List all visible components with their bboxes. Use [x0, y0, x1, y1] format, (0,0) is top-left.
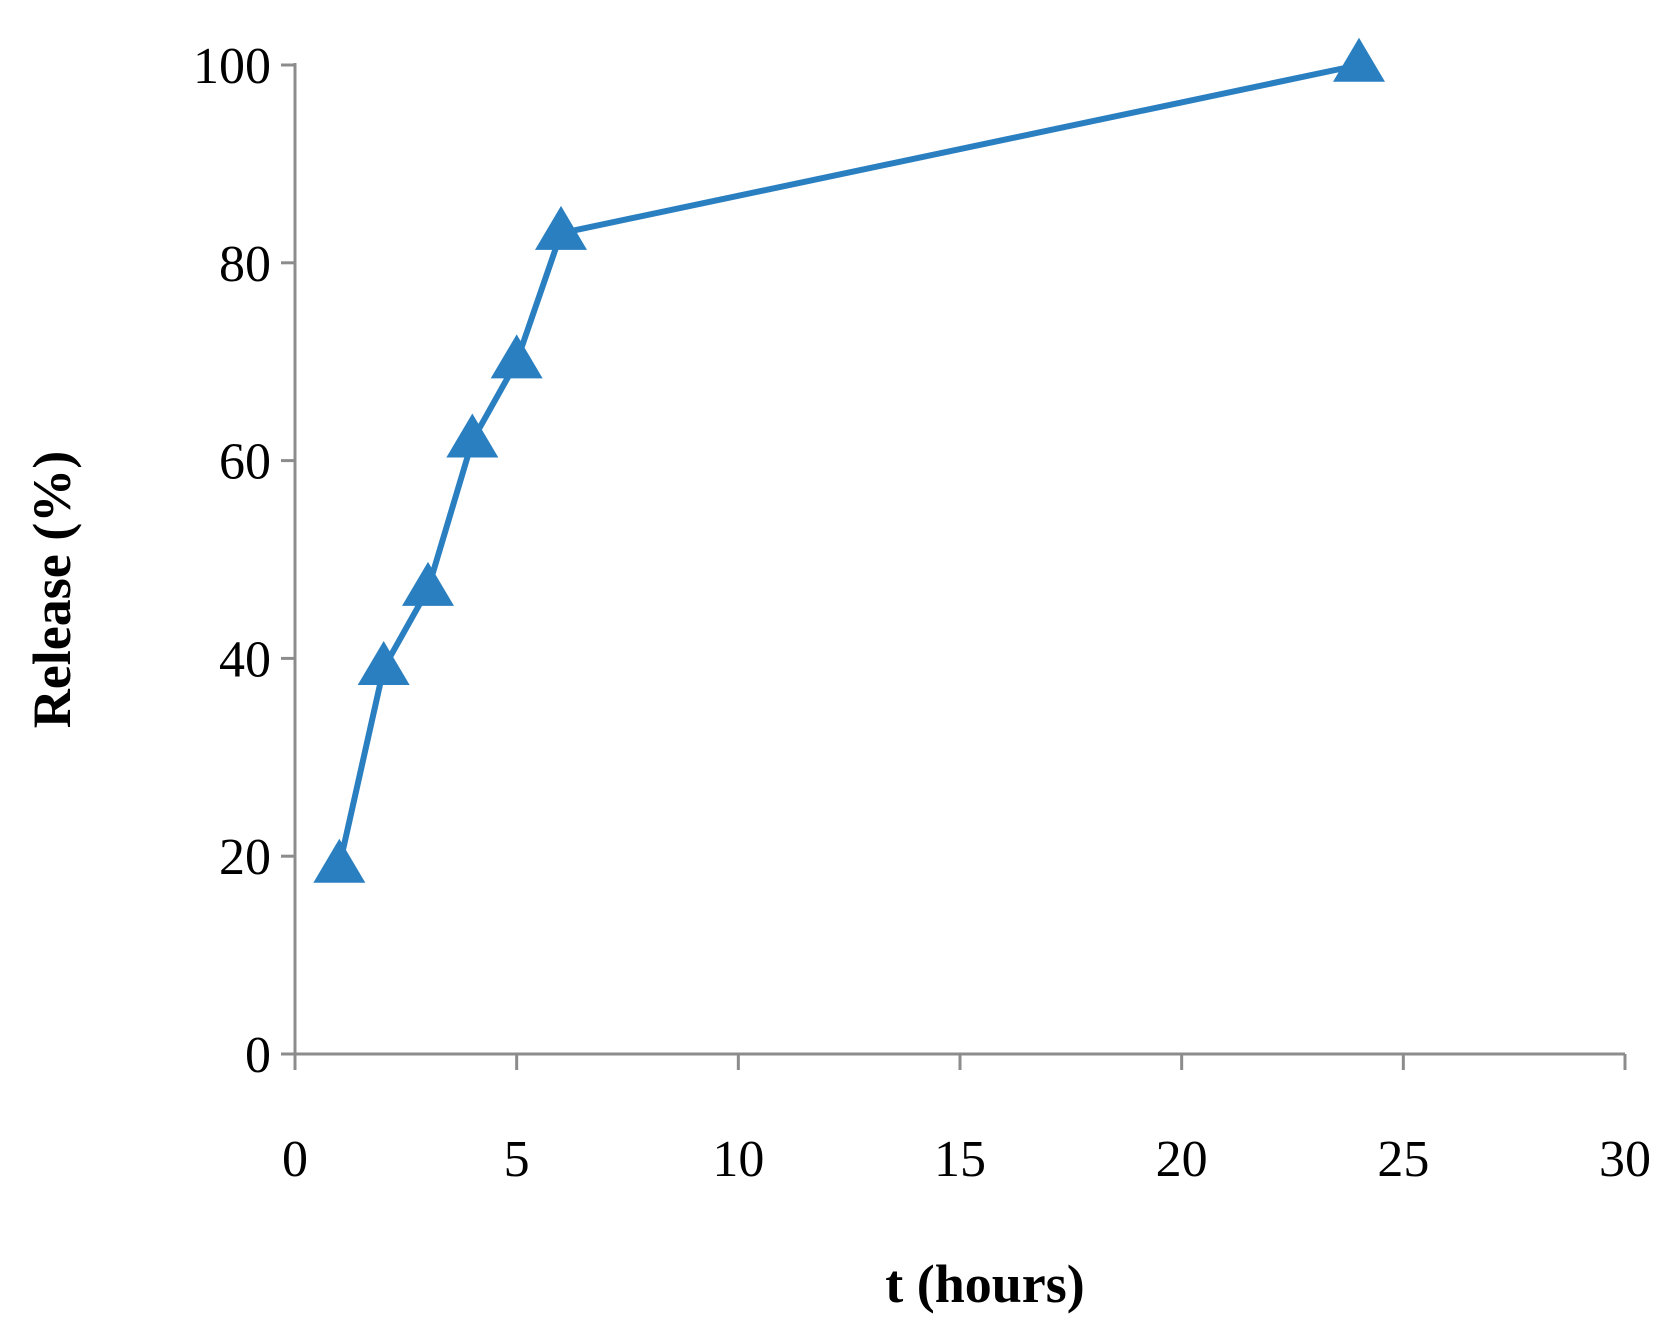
data-point-triangle: [446, 413, 499, 458]
y-tick-label: 0: [245, 1027, 271, 1084]
data-point-triangle: [1333, 37, 1385, 82]
x-tick-label: 5: [504, 1131, 530, 1188]
data-point-triangle: [402, 561, 454, 606]
ticks: 0 20 40 60 80 100 0 5 10 15 20 25 30: [193, 38, 1651, 1188]
y-axis-title: Release (%): [22, 451, 82, 728]
y-tick-label: 20: [219, 829, 271, 886]
y-tick-label: 60: [219, 434, 271, 491]
series-line: [336, 62, 1360, 867]
x-tick-label: 30: [1599, 1131, 1651, 1188]
series: [313, 37, 1385, 883]
data-point-triangle: [313, 838, 366, 883]
x-tick-label: 0: [282, 1131, 308, 1188]
x-tick-label: 15: [934, 1131, 986, 1188]
y-tick-label: 80: [219, 236, 271, 293]
x-tick-label: 10: [712, 1131, 764, 1188]
x-tick-label: 25: [1377, 1131, 1429, 1188]
x-tick-label: 20: [1156, 1131, 1208, 1188]
axes: [293, 63, 1625, 1056]
data-point-triangle: [357, 641, 410, 686]
y-tick-label: 40: [219, 631, 271, 688]
y-tick-label: 100: [193, 38, 271, 95]
data-point-triangle: [535, 205, 587, 250]
x-axis-title: t (hours): [885, 1254, 1085, 1314]
data-point-triangle: [490, 334, 543, 379]
